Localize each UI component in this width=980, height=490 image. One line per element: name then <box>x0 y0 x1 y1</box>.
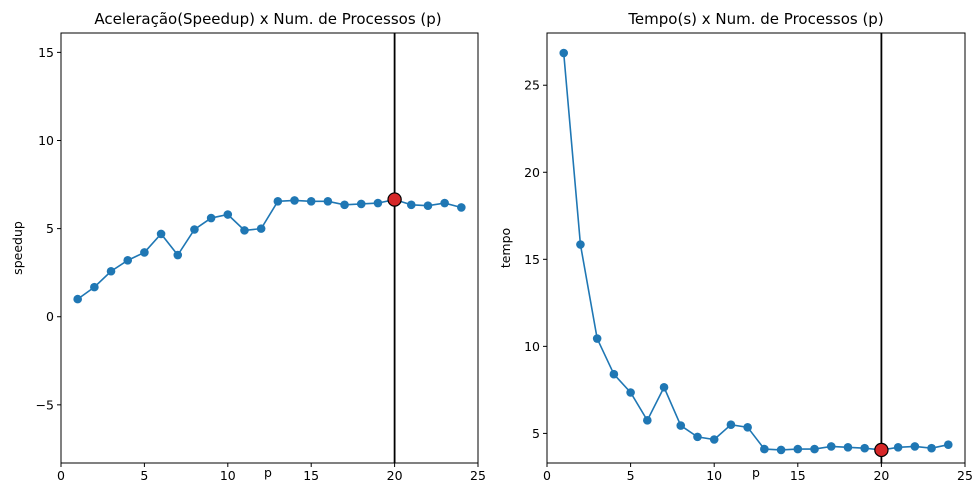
tempo-data-point <box>659 382 669 392</box>
speedup-y-tick-label: 5 <box>46 221 54 236</box>
tempo-x-tick-label: 5 <box>627 468 635 483</box>
tempo-x-axis-label: p <box>752 465 760 480</box>
speedup-y-axis-label: speedup <box>10 221 25 275</box>
speedup-x-tick-label: 10 <box>220 468 236 483</box>
speedup-highlight-point <box>387 192 402 207</box>
speedup-data-point <box>440 198 449 208</box>
tempo-x-tick-label: 15 <box>790 468 806 483</box>
tempo-y-tick-label: 5 <box>532 426 540 441</box>
speedup-x-axis-label: p <box>264 465 272 480</box>
tempo-data-point <box>860 443 869 453</box>
speedup-x-tick-label: 15 <box>303 468 319 483</box>
speedup-data-point <box>290 196 299 205</box>
speedup-series-line <box>77 198 462 300</box>
speedup-data-point <box>73 294 82 304</box>
tempo-data-point <box>626 388 635 397</box>
speedup-data-point <box>206 213 216 223</box>
speedup-x-tick-label: 5 <box>140 468 148 483</box>
tempo-axes-frame <box>546 32 966 464</box>
tempo-data-point <box>810 444 819 454</box>
tempo-data-point <box>676 421 686 430</box>
tempo-data-point <box>609 369 619 379</box>
tempo-data-point <box>709 435 719 444</box>
tempo-data-point <box>776 445 786 455</box>
tempo-y-tick-label: 20 <box>524 165 540 180</box>
speedup-data-point <box>173 250 183 260</box>
tempo-x-tick-label: 0 <box>543 468 551 483</box>
speedup-y-tick-label: 10 <box>38 133 54 148</box>
tempo-data-point <box>927 443 936 453</box>
speedup-panel: Aceleração(Speedup) x Num. de Processos … <box>10 10 486 483</box>
speedup-data-point <box>240 226 249 235</box>
speedup-y-tick-label: 15 <box>38 45 54 60</box>
tempo-data-point <box>576 240 585 249</box>
speedup-data-point <box>190 225 199 234</box>
tempo-data-point <box>843 443 853 452</box>
tempo-data-point <box>793 444 803 454</box>
tempo-data-point <box>760 444 769 454</box>
tempo-x-tick-label: 25 <box>957 468 973 483</box>
tempo-data-point <box>943 440 953 450</box>
speedup-data-point <box>106 266 116 276</box>
speedup-data-point <box>90 282 99 292</box>
tempo-x-tick-label: 10 <box>706 468 722 483</box>
tempo-y-tick-label: 25 <box>524 78 540 93</box>
speedup-chart-title: Aceleração(Speedup) x Num. de Processos … <box>94 10 441 28</box>
speedup-x-tick-label: 0 <box>57 468 65 483</box>
speedup-data-point <box>457 203 466 212</box>
speedup-data-point <box>373 198 383 208</box>
speedup-data-point <box>223 210 233 219</box>
speedup-data-point <box>306 196 316 206</box>
speedup-data-point <box>156 229 166 239</box>
tempo-series-line <box>562 52 949 451</box>
speedup-data-point <box>123 256 133 265</box>
tempo-y-tick-label: 10 <box>524 339 540 354</box>
tempo-data-point <box>743 423 752 432</box>
speedup-y-tick-label: −5 <box>36 397 54 412</box>
speedup-data-point <box>256 224 266 233</box>
tempo-data-point <box>693 432 702 442</box>
tempo-plot-area: 0 5 10 15 20 25 5 10 15 20 25 <box>524 33 973 483</box>
tempo-data-point <box>726 420 736 430</box>
tempo-panel: Tempo(s) x Num. de Processos (p) p tempo… <box>498 10 973 483</box>
tempo-data-point <box>643 416 652 425</box>
tempo-data-point <box>592 334 602 343</box>
tempo-highlight-point <box>874 442 889 458</box>
tempo-data-point <box>910 442 920 451</box>
speedup-data-point <box>323 196 333 206</box>
tempo-y-tick-label: 15 <box>524 252 540 267</box>
speedup-x-tick-label: 25 <box>470 468 486 483</box>
tempo-data-point <box>893 443 903 452</box>
tempo-chart-title: Tempo(s) x Num. de Processos (p) <box>627 10 883 28</box>
speedup-y-tick-label: 0 <box>46 309 54 324</box>
speedup-data-point <box>423 201 433 211</box>
speedup-data-point <box>340 200 349 210</box>
tempo-data-point <box>559 48 569 58</box>
speedup-axes-frame <box>60 32 479 464</box>
tempo-data-point <box>826 442 836 451</box>
tempo-x-tick-label: 20 <box>873 468 889 483</box>
speedup-data-point <box>406 200 416 210</box>
speedup-data-point <box>273 196 283 206</box>
speedup-x-tick-label: 20 <box>387 468 403 483</box>
speedup-data-point <box>356 199 366 209</box>
speedup-plot-area: 0 5 10 15 20 25 −5 0 5 10 15 <box>36 33 486 483</box>
speedup-data-point <box>140 248 149 257</box>
tempo-y-axis-label: tempo <box>498 228 513 268</box>
